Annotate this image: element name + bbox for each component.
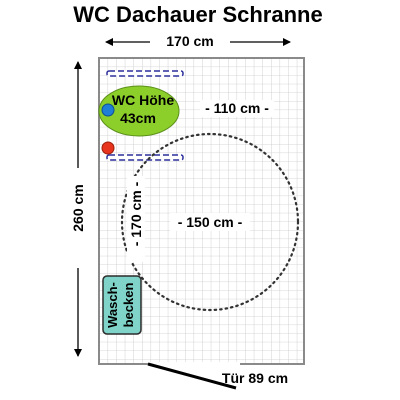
wc-bowl (98, 85, 180, 137)
inner-depth-label-bg (127, 176, 145, 262)
page-title: WC Dachauer Schranne (73, 2, 322, 27)
alarm-button-icon (101, 141, 115, 155)
sink-label-line1: Wasch- (105, 282, 120, 328)
height-label: 260 cm (70, 184, 86, 231)
sink (102, 275, 142, 335)
turning-circle-label: - 150 cm - (178, 214, 243, 230)
inner-width-label: - 110 cm - (205, 100, 269, 116)
grab-bar-top (106, 70, 184, 77)
wc-height-label-line1: WC Höhe (112, 92, 174, 108)
turning-circle-label-bg (170, 213, 250, 231)
height-label-bg (66, 168, 90, 268)
inner-depth-label: - 170 cm - (128, 181, 144, 246)
wc-height-label-line2: 43cm (120, 110, 156, 126)
width-label: 170 cm (166, 33, 213, 49)
door-label: Tür 89 cm (222, 370, 288, 386)
grab-bar-bottom (106, 154, 184, 161)
inner-width-label-bg (200, 100, 274, 117)
flush-button-icon (101, 103, 115, 117)
door-leaf (147, 362, 237, 390)
turning-circle (120, 132, 300, 312)
sink-label-line2: becken (121, 283, 136, 328)
width-label-bg (150, 32, 230, 50)
